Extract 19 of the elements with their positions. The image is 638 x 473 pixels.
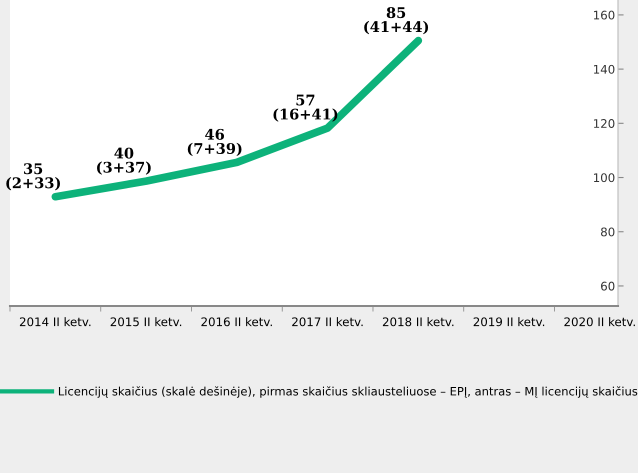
legend-label: Licencijų skaičius (skalė dešinėje), pirmas skaičius skliausteliuose – EPĮ, antras – MĮ licencijų skaičius <box>58 386 638 398</box>
x-tick-label: 2017 II ketv. <box>292 317 363 326</box>
x-tick-label: 2019 II ketv. <box>474 317 544 326</box>
data-label: 40 (3+37) <box>97 148 151 175</box>
y-tick-label: 80 <box>601 227 614 236</box>
y-tick-label: 100 <box>594 173 614 182</box>
data-label: 35 (2+33) <box>6 163 60 190</box>
x-tick-label: 2015 II ketv. <box>110 317 182 326</box>
data-label: 85 (41+44) <box>364 7 428 34</box>
y-tick-label: 60 <box>601 282 614 291</box>
x-tick-label: 2018 II ketv. <box>382 317 454 326</box>
y-tick-label: 120 <box>594 119 614 128</box>
y-tick-label: 140 <box>594 64 614 74</box>
x-tick-label: 2014 II ketv. <box>20 317 90 326</box>
x-tick-label: 2016 II ketv. <box>201 317 272 326</box>
x-tick-label: 2020 II ketv. <box>564 317 635 326</box>
data-label: 57 (16+41) <box>273 94 338 122</box>
y-tick-label: 160 <box>594 10 614 20</box>
data-label: 46 (7+39) <box>188 128 242 156</box>
